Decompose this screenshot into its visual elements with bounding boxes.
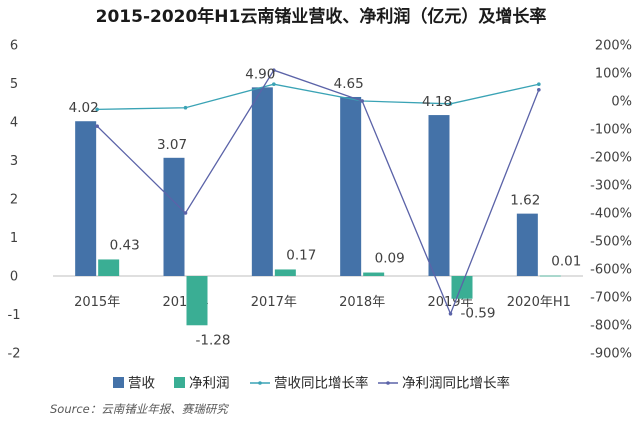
revenue-bar [428, 115, 450, 276]
net-profit-data-label: 0.17 [286, 247, 316, 263]
net-profit-data-label: 0.43 [110, 237, 140, 253]
revenue-growth-point [272, 82, 276, 86]
net-profit-data-label: 0.09 [375, 251, 405, 267]
right-axis-tick: 0% [611, 95, 632, 110]
net-profit-bar [539, 275, 561, 277]
net-profit-data-label: 0.01 [551, 254, 581, 270]
legend: 营收 净利润 营收同比增长率 净利润同比增长率 [113, 375, 510, 392]
legend-line-marker [386, 381, 390, 385]
revenue-data-label: 4.02 [69, 100, 99, 116]
x-category-label: 2017年 [251, 295, 297, 310]
revenue-data-label: 3.07 [157, 137, 187, 153]
legend-swatch [174, 377, 185, 388]
left-axis-tick: 0 [10, 270, 18, 285]
right-axis-tick: -400% [590, 207, 632, 222]
right-axis-tick: -700% [590, 291, 632, 306]
left-axis-tick: 2 [10, 193, 18, 208]
revenue-data-label: 4.90 [245, 66, 275, 82]
legend-swatch [113, 377, 124, 388]
bars [75, 87, 561, 326]
right-axis-tick: -300% [590, 179, 632, 194]
legend-line-marker [258, 381, 262, 385]
net-profit-bar [186, 276, 208, 326]
revenue-bar [516, 213, 538, 276]
x-category-label: 2018年 [339, 295, 385, 310]
axes: -2 -1 0 1 2 3 4 5 6 200% 100% 0% -100% -200% -300% -400… [8, 39, 632, 362]
source-note: Source：云南锗业年报、赛瑞研究 [50, 402, 229, 416]
legend-label: 净利润同比增长率 [402, 375, 510, 392]
revenue-data-label: 4.65 [334, 76, 364, 92]
net-profit-growth-point [95, 124, 99, 128]
revenue-growth-point [183, 105, 188, 110]
legend-item: 营收 [113, 376, 155, 392]
right-axis-tick: -200% [590, 151, 632, 166]
revenue-bar [340, 96, 362, 276]
left-axis-tick: 6 [10, 39, 18, 54]
legend-item: 净利润同比增长率 [378, 375, 510, 392]
legend-item: 营收同比增长率 [250, 375, 369, 392]
net-profit-data-label: -0.59 [461, 306, 496, 322]
legend-label: 营收同比增长率 [274, 375, 369, 392]
net-profit-bar [98, 259, 120, 276]
revenue-data-label: 1.62 [510, 193, 540, 209]
net-profit-bar [274, 269, 296, 276]
chart-title: 2015-2020年H1云南锗业营收、净利润（亿元）及增长率 [96, 6, 547, 27]
net-profit-growth-point [360, 99, 364, 103]
net-profit-growth-line [96, 69, 540, 316]
x-category-label: 2015年 [74, 295, 120, 310]
net-profit-bar [451, 276, 473, 299]
left-axis-tick: -2 [8, 347, 21, 362]
right-axis-tick: -600% [590, 263, 632, 278]
net-profit-growth-point [448, 312, 453, 316]
x-category-label: 2019年 [427, 295, 473, 310]
net-profit-growth-point [272, 68, 276, 72]
revenue-growth-point [537, 82, 541, 86]
revenue-bar [251, 87, 273, 276]
net-profit-bar [363, 272, 385, 276]
legend-item: 净利润 [174, 376, 230, 392]
revenue-growth-point [448, 102, 453, 106]
revenue-bar [163, 157, 185, 276]
right-axis-tick: -500% [590, 235, 632, 250]
right-axis-tick: -100% [590, 123, 632, 138]
left-axis-tick: 3 [10, 154, 18, 169]
left-axis-tick: -1 [8, 308, 21, 323]
legend-label: 营收 [128, 376, 155, 392]
revenue-data-label: 4.18 [422, 94, 452, 110]
right-axis-tick: 100% [595, 67, 632, 82]
right-axis-tick: -800% [590, 319, 632, 334]
x-category-label: 2020年H1 [507, 295, 571, 310]
right-axis-tick: 200% [595, 39, 632, 54]
left-axis-tick: 4 [10, 116, 18, 131]
revenue-growth-point [95, 107, 99, 112]
lines [95, 68, 541, 316]
revenue-bar [75, 121, 97, 276]
left-axis-tick: 1 [10, 231, 18, 246]
net-profit-data-label: -1.28 [196, 332, 231, 348]
revenue-growth-line [97, 83, 539, 111]
net-profit-growth-point [183, 211, 188, 215]
data-labels: 4.02 3.07 4.90 4.65 4.18 1.62 0.43 -1.28 0.17 0.0… [69, 66, 582, 348]
net-profit-growth-point [537, 88, 541, 92]
right-axis-tick: -900% [590, 347, 632, 362]
legend-label: 净利润 [189, 376, 230, 392]
left-axis-tick: 5 [10, 77, 18, 92]
